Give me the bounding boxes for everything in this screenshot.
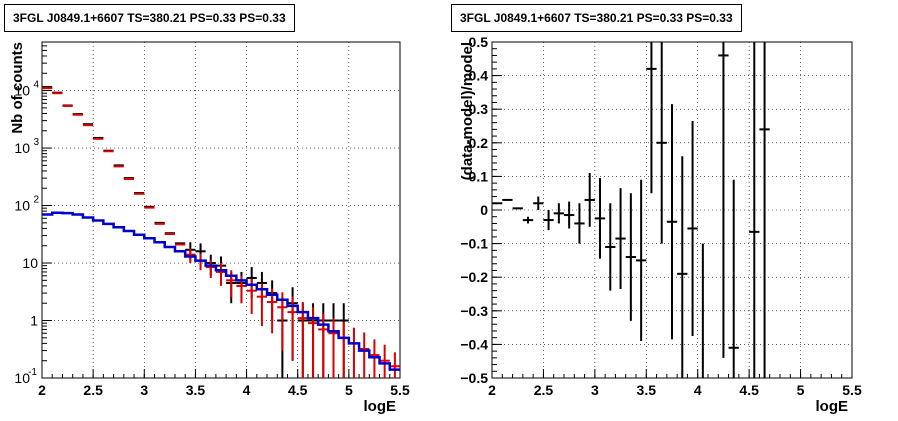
y-tick-label: 0.4 <box>469 68 489 84</box>
model-point <box>389 352 400 378</box>
y-tick-label: 10 <box>22 255 38 271</box>
y-tick-label: −0.5 <box>460 370 488 386</box>
model-step-line <box>42 211 400 371</box>
data-point <box>666 104 678 340</box>
x-axis-label: logE <box>816 398 849 415</box>
data-point <box>533 196 544 210</box>
x-tick-label: 4.5 <box>288 382 308 398</box>
data-point <box>574 203 585 244</box>
x-axis-label: logE <box>364 398 397 415</box>
data-point <box>687 120 698 336</box>
model-point <box>328 318 339 378</box>
y-tick-label: −0.1 <box>460 236 488 252</box>
data-point <box>759 42 770 378</box>
counts-chart-title: 3FGL J0849.1+6607 TS=380.21 PS=0.33 PS=0… <box>4 4 295 32</box>
data-point <box>749 42 760 378</box>
x-tick-label: 5.5 <box>842 382 862 398</box>
residual-chart: 2 2.5 3 3.5 4 4.5 5 5.5 −0.5 −0.4 −0.3 −0.2 −0.1 0 0.1… <box>459 34 862 415</box>
y-tick-label: 10 <box>14 140 30 156</box>
x-tick-label: 2.5 <box>534 382 554 398</box>
data-point <box>584 173 595 227</box>
data-point <box>553 203 564 224</box>
x-tick-label: 5 <box>345 382 353 398</box>
x-tick-label: 5 <box>797 382 805 398</box>
residual-chart-title: 3FGL J0849.1+6607 TS=380.21 PS=0.33 PS=0… <box>451 4 742 32</box>
model-point <box>287 296 298 361</box>
y-tick-label: −0.2 <box>460 269 488 285</box>
data-point <box>656 42 667 244</box>
x-tick-label: 2 <box>38 382 46 398</box>
data-point <box>615 188 626 289</box>
y-tick-exponent: 2 <box>33 195 39 206</box>
plot-frame <box>41 41 401 379</box>
data-point <box>543 210 554 231</box>
y-tick-label: 0.3 <box>469 101 489 117</box>
y-tick-label: 10 <box>14 370 30 386</box>
data-point <box>522 216 534 224</box>
model-point <box>369 339 380 378</box>
model-point <box>277 292 288 351</box>
data-point <box>718 42 729 358</box>
y-tick-label: −0.3 <box>460 303 488 319</box>
data-point <box>594 178 606 259</box>
x-tick-label: 3.5 <box>186 382 206 398</box>
x-tick-label: 5.5 <box>390 382 410 398</box>
x-tick-label: 4 <box>243 382 251 398</box>
data-point <box>625 193 636 321</box>
x-tick-label: 3 <box>591 382 599 398</box>
data-point <box>605 203 616 291</box>
model-point <box>215 263 227 286</box>
x-tick-label: 4 <box>694 382 702 398</box>
y-tick-label: 0.1 <box>469 168 489 184</box>
model-point <box>379 344 390 378</box>
x-tick-label: 3 <box>140 382 148 398</box>
y-tick-label: −0.4 <box>460 336 488 352</box>
y-axis-label: (data-model)/model <box>459 42 476 180</box>
data-point <box>636 179 647 342</box>
y-tick-label: 10 <box>14 198 30 214</box>
model-point <box>256 283 268 327</box>
y-tick-exponent: 3 <box>33 137 39 148</box>
y-tick-label: 0.2 <box>469 135 489 151</box>
y-tick-label: 0.5 <box>469 34 489 50</box>
data-point <box>646 42 657 194</box>
x-tick-label: 2 <box>488 382 496 398</box>
x-tick-label: 2.5 <box>83 382 103 398</box>
model-point <box>359 332 370 378</box>
data-point <box>564 201 575 229</box>
data-point <box>677 156 688 378</box>
model-point <box>205 259 216 278</box>
y-tick-exponent: 4 <box>33 80 39 91</box>
y-tick-label: 10 <box>14 83 30 99</box>
y-axis-label: Nb of counts <box>9 42 26 134</box>
model-point <box>297 301 308 378</box>
y-tick-exponent: -1 <box>28 367 37 378</box>
x-tick-label: 4.5 <box>739 382 759 398</box>
data-point <box>728 179 739 378</box>
y-tick-label: 1 <box>30 313 38 329</box>
y-tick-label: 0 <box>480 202 488 218</box>
x-tick-label: 3.5 <box>637 382 657 398</box>
